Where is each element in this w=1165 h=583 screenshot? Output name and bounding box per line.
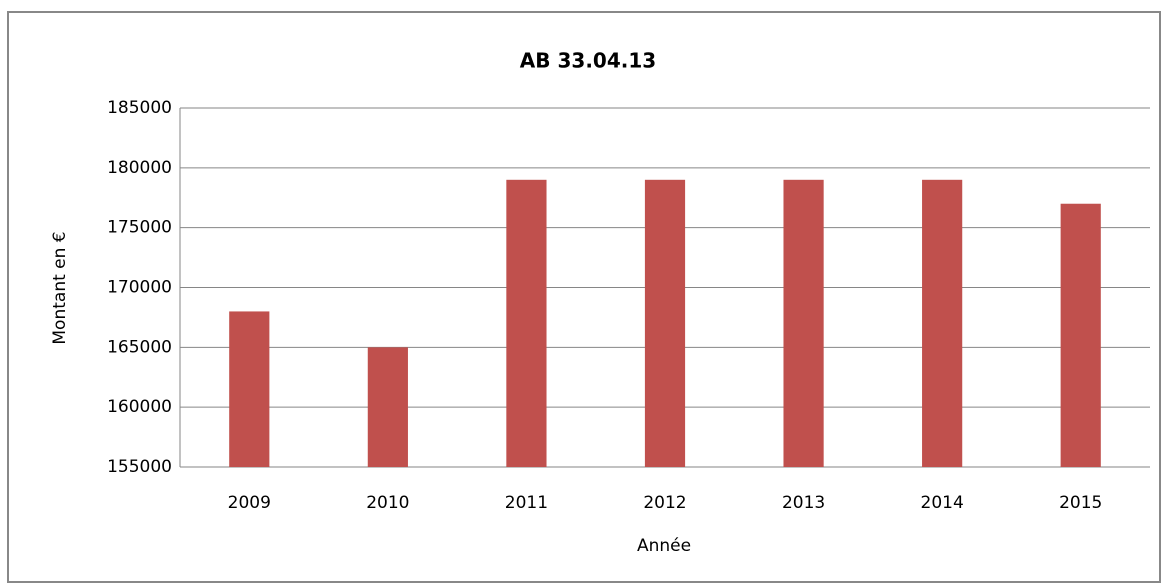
x-tick-label: 2013 [782, 493, 825, 513]
bar [1060, 203, 1101, 467]
bar [644, 179, 686, 468]
bar [229, 311, 270, 467]
chart-border [7, 11, 1161, 583]
y-tick-label: 180000 [107, 158, 172, 178]
x-tick-label: 2009 [228, 493, 271, 513]
y-tick-label: 155000 [107, 457, 172, 477]
bar [783, 179, 824, 468]
y-tick-label: 160000 [107, 397, 172, 417]
bar [506, 179, 547, 468]
y-tick-label: 175000 [107, 218, 172, 238]
x-axis-label: Année [637, 536, 691, 556]
bar [367, 347, 408, 467]
y-tick-label: 185000 [107, 98, 172, 118]
y-axis-label: Montant en € [50, 231, 70, 344]
x-tick-label: 2010 [366, 493, 409, 513]
x-tick-label: 2015 [1059, 493, 1102, 513]
bar [922, 179, 963, 468]
x-tick-label: 2011 [505, 493, 548, 513]
chart-title: AB 33.04.13 [520, 49, 656, 73]
y-tick-label: 165000 [107, 337, 172, 357]
y-tick-label: 170000 [107, 278, 172, 298]
x-tick-label: 2012 [643, 493, 686, 513]
x-tick-label: 2014 [921, 493, 964, 513]
